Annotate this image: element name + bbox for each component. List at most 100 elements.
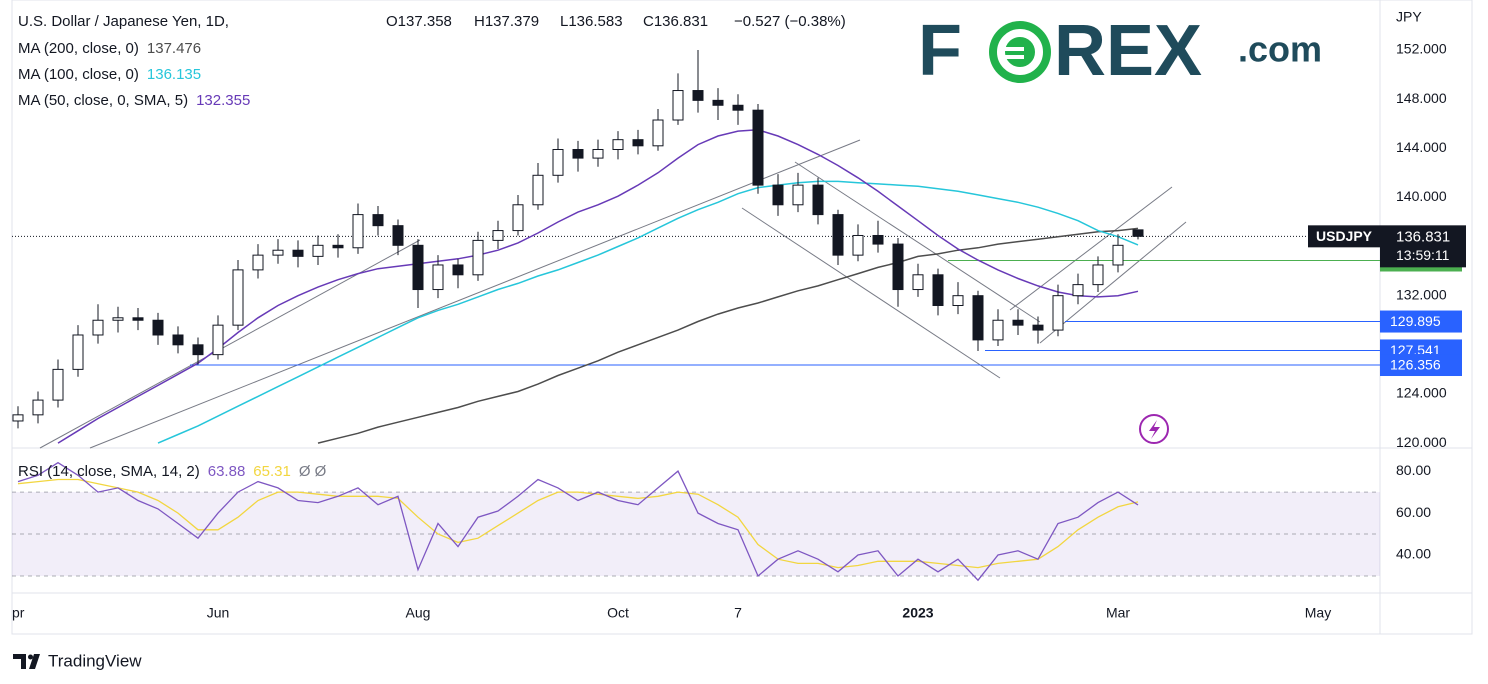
channel-line xyxy=(1039,221,1187,344)
level-tag xyxy=(1380,354,1462,377)
candle-body xyxy=(472,239,484,276)
level-tag xyxy=(1380,310,1462,333)
candle-body xyxy=(272,249,284,256)
candle-body xyxy=(532,174,544,206)
candle-body xyxy=(912,274,924,291)
candle-body xyxy=(432,264,444,291)
currency-label: JPY xyxy=(1396,9,1422,25)
symbol-title: U.S. Dollar / Japanese Yen, 1D, xyxy=(18,13,229,30)
icon-circle xyxy=(1139,414,1169,444)
trend-lines xyxy=(39,139,1187,449)
y-tick-label: 140.000 xyxy=(1396,188,1447,204)
candle-body xyxy=(492,230,504,241)
candle-body xyxy=(512,204,524,232)
candle-body xyxy=(52,368,64,401)
candle-body xyxy=(392,225,404,246)
x-tick-label: May xyxy=(1305,605,1331,621)
symbol-tag xyxy=(1308,225,1380,248)
candle-body xyxy=(1132,229,1144,237)
candle-body xyxy=(332,244,344,249)
legend-name: MA (100, close, 0) xyxy=(18,66,139,83)
candle-body xyxy=(1052,295,1064,331)
candle-body xyxy=(372,214,384,227)
x-tick-label: Aug xyxy=(406,605,431,621)
candle-body xyxy=(812,184,824,216)
candle-body xyxy=(132,317,144,321)
channel-line xyxy=(741,207,1001,379)
candle-body xyxy=(772,184,784,206)
candle-body xyxy=(592,148,604,159)
x-tick-label: pr xyxy=(12,605,25,621)
ohlc-open: O137.358 xyxy=(386,13,452,30)
logo-bar xyxy=(1004,47,1024,51)
tv-mark xyxy=(13,654,40,669)
y-tick-label: 120.000 xyxy=(1396,434,1447,450)
rsi-band-layer xyxy=(12,491,1380,577)
x-tick-label: 7 xyxy=(734,605,742,621)
candle-body xyxy=(192,344,204,356)
y-tick-label: 148.000 xyxy=(1396,90,1447,106)
indicator-value: 63.88 xyxy=(208,463,246,480)
legend-value: 132.355 xyxy=(196,92,250,109)
candle-body xyxy=(672,90,684,121)
candle-body xyxy=(692,90,704,101)
icon-bolt xyxy=(1149,420,1160,439)
candle-body xyxy=(952,295,964,307)
candle-body xyxy=(232,269,244,326)
chart-frame xyxy=(11,0,1473,635)
candle-body xyxy=(32,399,44,416)
countdown-label: 13:59:11 xyxy=(1396,247,1450,263)
x-tick-label: Mar xyxy=(1106,605,1130,621)
level-label: 126.356 xyxy=(1390,357,1441,373)
candle-body xyxy=(452,264,464,276)
indicator-title: RSI (14, close, SMA, 14, 2) xyxy=(18,463,200,480)
last-price-label: 136.831 xyxy=(1396,228,1450,245)
candle-body xyxy=(352,214,364,249)
line-series xyxy=(317,227,1139,444)
legend-value: 136.135 xyxy=(147,66,201,83)
logo-bar xyxy=(1004,55,1024,59)
ohlc-close: C136.831 xyxy=(643,13,708,30)
candle-body xyxy=(312,244,324,257)
x-tick-label: Jun xyxy=(207,605,230,621)
y-tick-label: 80.00 xyxy=(1396,462,1431,478)
channel-line xyxy=(794,161,1041,323)
price-change: −0.527 (−0.38%) xyxy=(734,13,846,30)
candle-body xyxy=(152,319,164,336)
candle-body xyxy=(612,139,624,150)
tv-dot xyxy=(28,654,33,660)
level-label: 129.895 xyxy=(1390,313,1441,329)
line-series xyxy=(157,180,1139,444)
candle-body xyxy=(792,184,804,206)
candle-body xyxy=(732,104,744,111)
candle-body xyxy=(412,244,424,291)
candle-body xyxy=(632,139,644,147)
candle-body xyxy=(652,119,664,147)
candle-body xyxy=(112,317,124,321)
branding: TradingView xyxy=(48,651,142,670)
candle-body xyxy=(1032,324,1044,331)
candle-body xyxy=(212,324,224,356)
tv-logo xyxy=(13,654,40,669)
logo-text: F xyxy=(918,11,962,91)
legend-name: MA (200, close, 0) xyxy=(18,40,139,57)
candle-body xyxy=(872,234,884,245)
candle-body xyxy=(852,234,864,256)
indicator-value: 65.31 xyxy=(253,463,291,480)
logo-suffix: .com xyxy=(1238,29,1322,70)
y-tick-label: 60.00 xyxy=(1396,504,1431,520)
legend-name: MA (50, close, 0, SMA, 5) xyxy=(18,92,188,109)
candle-body xyxy=(92,319,104,336)
trend-line xyxy=(89,139,861,449)
line-series xyxy=(17,461,1139,582)
candle-body xyxy=(72,334,84,370)
legend-value: 137.476 xyxy=(147,40,201,57)
indicator-extra: Ø Ø xyxy=(299,463,327,480)
y-tick-label: 144.000 xyxy=(1396,139,1447,155)
ohlc-low: L136.583 xyxy=(560,13,623,30)
x-tick-label: 2023 xyxy=(902,605,933,621)
y-tick-label: 152.000 xyxy=(1396,41,1447,57)
channel-line xyxy=(1009,186,1173,311)
x-tick-label: Oct xyxy=(607,605,629,621)
